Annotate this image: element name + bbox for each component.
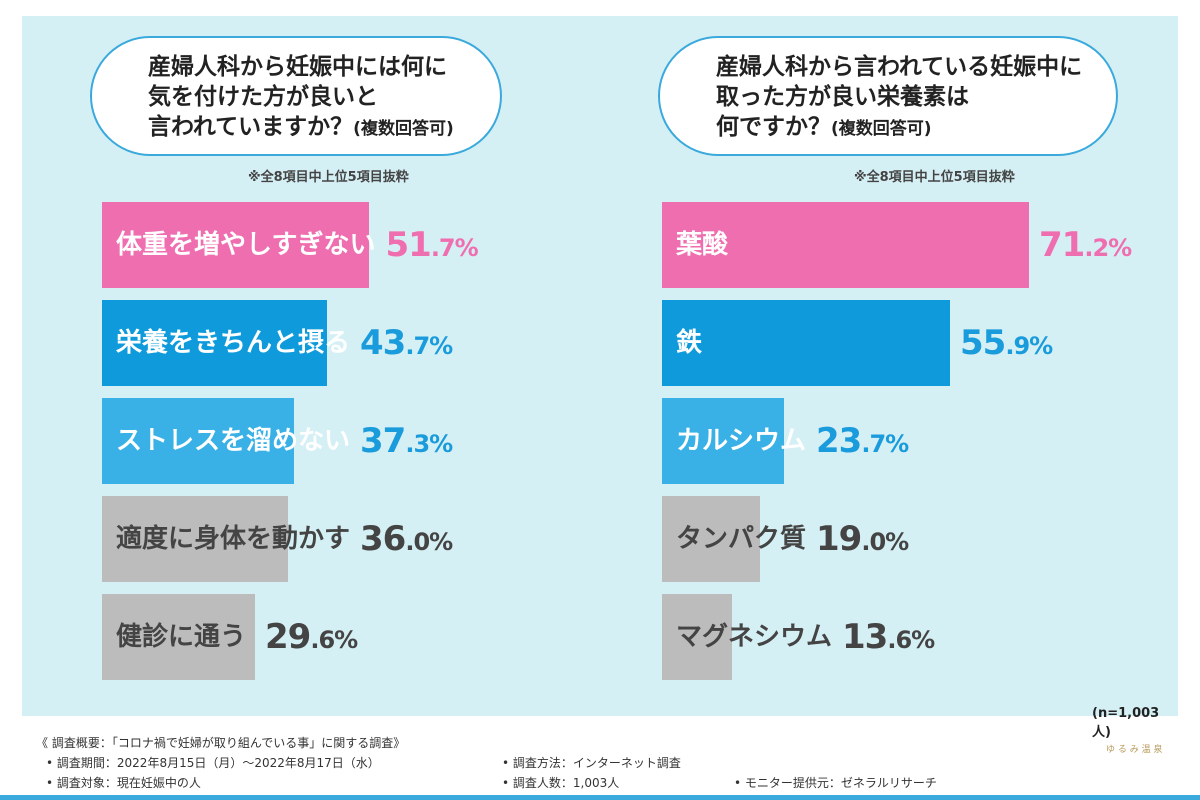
bar	[662, 496, 760, 582]
value-integer: 23	[816, 421, 862, 461]
left-note: ※全8項目中上位5項目抜粋	[248, 170, 409, 185]
bar	[662, 398, 784, 484]
question-line: 何ですか？	[716, 114, 831, 140]
sample-size: (n=1,003人)	[1092, 706, 1160, 740]
bar-value-label: 37.3%	[360, 398, 453, 484]
bar-value-label: 19.0%	[816, 496, 909, 582]
bar	[102, 496, 288, 582]
question-line: 取った方が良い栄養素は	[716, 84, 969, 110]
value-integer: 37	[360, 421, 406, 461]
question-line: 産婦人科から言われている妊娠中に	[716, 54, 1083, 80]
question-line: 言われていますか？	[148, 114, 354, 140]
value-integer: 36	[360, 519, 406, 559]
bar	[102, 594, 255, 680]
bar-label: タンパク質	[676, 524, 807, 554]
bar-value-label: 51.7%	[385, 202, 479, 288]
value-fraction: .3%	[405, 430, 453, 458]
bar	[102, 398, 294, 484]
value-integer: 51	[385, 225, 431, 265]
right-question-bubble: 産婦人科から言われている妊娠中に 取った方が良い栄養素は 何ですか？(複数回答可…	[658, 36, 1118, 156]
value-fraction: .9%	[1005, 332, 1053, 360]
survey-count: 調査人数：1,003人	[502, 774, 619, 791]
bar-label: 葉酸	[676, 230, 729, 260]
bar-value-label: 29.6%	[265, 594, 358, 680]
value-integer: 43	[360, 323, 406, 363]
bar-value-label: 43.7%	[360, 300, 453, 386]
bar-label: 鉄	[676, 328, 703, 358]
brand-logo: ゆ る み 温 泉	[1072, 730, 1172, 780]
bar-label: ストレスを溜めない	[116, 426, 351, 456]
value-integer: 13	[842, 617, 888, 657]
value-fraction: .7%	[405, 332, 453, 360]
logo-text: ゆ る み 温 泉	[1106, 743, 1162, 755]
bar-value-label: 71.2%	[1039, 202, 1132, 288]
value-fraction: .7%	[430, 234, 479, 262]
bar-value-label: 13.6%	[842, 594, 935, 680]
bar-value-label: 55.9%	[960, 300, 1053, 386]
value-fraction: .2%	[1084, 234, 1132, 262]
bar-value-label: 23.7%	[816, 398, 909, 484]
bar	[662, 594, 732, 680]
bar-label: マグネシウム	[676, 622, 833, 652]
value-integer: 29	[265, 617, 311, 657]
bar-label: 健診に通う	[116, 622, 247, 652]
question-suffix: (複数回答可)	[831, 119, 932, 139]
bar-label: 体重を増やしすぎない	[116, 230, 376, 260]
question-line: 気を付けた方が良いと	[148, 84, 378, 110]
survey-target: 調査対象：現在妊娠中の人	[46, 774, 201, 791]
footer: 《 調査概要：「コロナ禍で妊婦が取り組んでいる事」に関する調査》 調査期間：20…	[0, 730, 1200, 800]
survey-period: 調査期間：2022年8月15日（月）～2022年8月17日（水）	[46, 754, 380, 771]
bar-label: 適度に身体を動かす	[116, 524, 351, 554]
bar-value-label: 36.0%	[360, 496, 453, 582]
question-line: 産婦人科から妊娠中には何に	[148, 54, 447, 80]
value-fraction: .6%	[887, 626, 935, 654]
left-question-bubble: 産婦人科から妊娠中には何に 気を付けた方が良いと 言われていますか？(複数回答可…	[90, 36, 502, 156]
value-fraction: .0%	[861, 528, 909, 556]
bar	[102, 202, 369, 288]
value-integer: 55	[960, 323, 1006, 363]
bar	[662, 300, 950, 386]
survey-summary: 《 調査概要：「コロナ禍で妊婦が取り組んでいる事」に関する調査》	[36, 736, 406, 750]
value-fraction: .6%	[310, 626, 358, 654]
question-suffix: (複数回答可)	[353, 119, 454, 139]
survey-provider: モニター提供元：ゼネラルリサーチ	[734, 774, 937, 791]
survey-method: 調査方法：インターネット調査	[502, 754, 681, 771]
value-fraction: .0%	[405, 528, 453, 556]
value-integer: 19	[816, 519, 862, 559]
logo-mark-icon: ゆ る み 温 泉	[1073, 736, 1162, 773]
right-note: ※全8項目中上位5項目抜粋	[854, 170, 1015, 185]
value-integer: 71	[1039, 225, 1085, 265]
bar-label: カルシウム	[676, 426, 807, 456]
bar	[662, 202, 1029, 288]
bar	[102, 300, 327, 386]
value-fraction: .7%	[861, 430, 909, 458]
chart-panel: 産婦人科から妊娠中には何に 気を付けた方が良いと 言われていますか？(複数回答可…	[22, 16, 1178, 740]
bottom-accent-line	[0, 795, 1200, 800]
bar-label: 栄養をきちんと摂る	[116, 328, 351, 358]
